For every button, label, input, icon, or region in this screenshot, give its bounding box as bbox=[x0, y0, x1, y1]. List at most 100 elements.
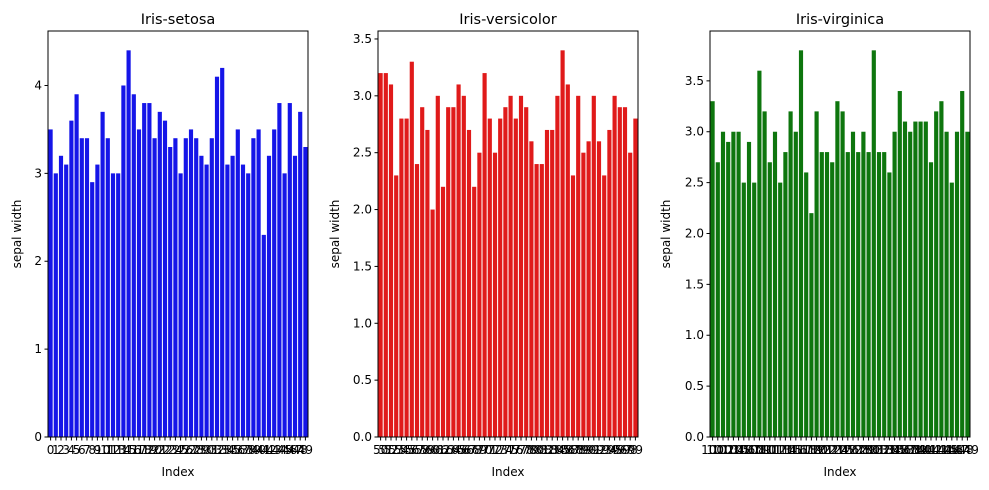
x-ticks: 5051525354555657585960616263646566676869… bbox=[373, 437, 643, 457]
x-tick-label: 5 bbox=[73, 443, 81, 457]
x-tick-label: 19 bbox=[142, 443, 157, 457]
bar-115 bbox=[788, 111, 793, 438]
bar-9 bbox=[95, 164, 100, 438]
bar-107 bbox=[746, 141, 752, 437]
bar-68 bbox=[472, 186, 477, 437]
x-tick-label: 83 bbox=[545, 443, 560, 457]
y-tick-label: 1.0 bbox=[685, 328, 704, 342]
x-tick-label: 88 bbox=[571, 443, 586, 457]
bar-84 bbox=[555, 95, 560, 437]
y-tick-label: 0.5 bbox=[353, 373, 372, 387]
bar-105 bbox=[736, 131, 741, 437]
x-tick-label: 38 bbox=[241, 443, 256, 457]
bar-63 bbox=[446, 107, 451, 437]
x-tick-label: 78 bbox=[519, 443, 534, 457]
y-tick-label: 0.5 bbox=[685, 379, 704, 393]
y-tick-label: 3.5 bbox=[353, 32, 372, 46]
x-tick-label: 8 bbox=[88, 443, 96, 457]
bar-6 bbox=[79, 138, 84, 437]
bar-41 bbox=[261, 234, 266, 437]
y-ticks: 0.0 0.5 1.0 1.5 2.0 2.5 3.0 3.5 bbox=[353, 32, 378, 444]
bar-145 bbox=[944, 131, 949, 437]
plot-frame bbox=[709, 30, 971, 438]
x-tick-label: 94 bbox=[602, 443, 617, 457]
x-tick-label: 17 bbox=[131, 443, 146, 457]
x-tick-label: 2 bbox=[57, 443, 65, 457]
bar-148 bbox=[960, 91, 965, 437]
x-tick-label: 59 bbox=[420, 443, 435, 457]
bar-18 bbox=[142, 103, 147, 437]
x-tick-label: 97 bbox=[617, 443, 632, 457]
x-tick-label: 89 bbox=[576, 443, 591, 457]
bar-94 bbox=[607, 129, 612, 438]
bar-19 bbox=[147, 103, 152, 437]
x-tick-label: 4 bbox=[68, 443, 76, 457]
bar-132 bbox=[876, 152, 882, 438]
x-tick-label: 120 bbox=[805, 443, 828, 457]
x-tick-label: 31 bbox=[204, 443, 219, 457]
bar-57 bbox=[414, 164, 420, 437]
x-tick-label: 43 bbox=[267, 443, 282, 457]
x-tick-label: 82 bbox=[539, 443, 554, 457]
bar-50 bbox=[378, 73, 383, 437]
bar-110 bbox=[762, 111, 767, 438]
x-tick-label: 96 bbox=[612, 443, 627, 457]
x-tick-label: 69 bbox=[472, 443, 487, 457]
x-tick-label: 129 bbox=[852, 443, 875, 457]
bar-59 bbox=[425, 129, 430, 438]
bar-144 bbox=[939, 101, 944, 438]
bar-66 bbox=[461, 95, 466, 437]
bar-136 bbox=[897, 91, 902, 437]
bar-8 bbox=[90, 182, 95, 437]
bar-93 bbox=[602, 175, 607, 437]
y-tick-label: 2 bbox=[34, 254, 42, 268]
x-tick-label: 121 bbox=[810, 443, 833, 457]
x-tick-label: 47 bbox=[287, 443, 302, 457]
x-tick-label: 58 bbox=[415, 443, 430, 457]
bar-138 bbox=[908, 131, 913, 437]
bar-26 bbox=[183, 138, 188, 437]
x-tick-label: 146 bbox=[940, 443, 963, 457]
bar-31 bbox=[209, 138, 214, 437]
x-tick-label: 140 bbox=[909, 443, 932, 457]
x-tick-label: 141 bbox=[914, 443, 937, 457]
x-tick-label: 23 bbox=[163, 443, 178, 457]
x-tick-label: 39 bbox=[246, 443, 261, 457]
x-tick-label: 6 bbox=[78, 443, 86, 457]
x-tick-label: 108 bbox=[743, 443, 766, 457]
bar-76 bbox=[513, 118, 518, 437]
x-tick-label: 116 bbox=[784, 443, 807, 457]
bar-35 bbox=[230, 155, 235, 437]
x-tick-label: 53 bbox=[389, 443, 404, 457]
bar-122 bbox=[824, 152, 830, 438]
x-tick-label: 86 bbox=[560, 443, 575, 457]
bar-117 bbox=[798, 50, 804, 437]
bar-96 bbox=[617, 107, 622, 437]
x-tick-label: 111 bbox=[758, 443, 781, 457]
bar-116 bbox=[793, 131, 798, 437]
x-tick-label: 33 bbox=[215, 443, 230, 457]
x-tick-label: 101 bbox=[706, 443, 729, 457]
y-axis-label: sepal width bbox=[659, 200, 673, 269]
bar-55 bbox=[404, 118, 409, 437]
bar-113 bbox=[778, 182, 783, 437]
bar-65 bbox=[456, 84, 461, 437]
x-tick-label: 126 bbox=[836, 443, 859, 457]
y-tick-label: 0.0 bbox=[685, 430, 704, 444]
bar-71 bbox=[487, 118, 492, 437]
bar-86 bbox=[565, 84, 570, 437]
x-tick-label: 104 bbox=[722, 443, 745, 457]
bar-135 bbox=[892, 131, 897, 437]
y-tick-label: 3.0 bbox=[685, 125, 704, 139]
x-tick-label: 76 bbox=[508, 443, 523, 457]
x-tick-label: 12 bbox=[105, 443, 120, 457]
bar-54 bbox=[399, 118, 404, 437]
bar-130 bbox=[866, 152, 871, 438]
x-tick-label: 124 bbox=[826, 443, 849, 457]
bar-47 bbox=[292, 155, 298, 437]
x-axis-label: Index bbox=[161, 465, 194, 479]
x-tick-label: 7 bbox=[83, 443, 91, 457]
x-tick-label: 133 bbox=[873, 443, 896, 457]
bar-79 bbox=[529, 141, 534, 437]
